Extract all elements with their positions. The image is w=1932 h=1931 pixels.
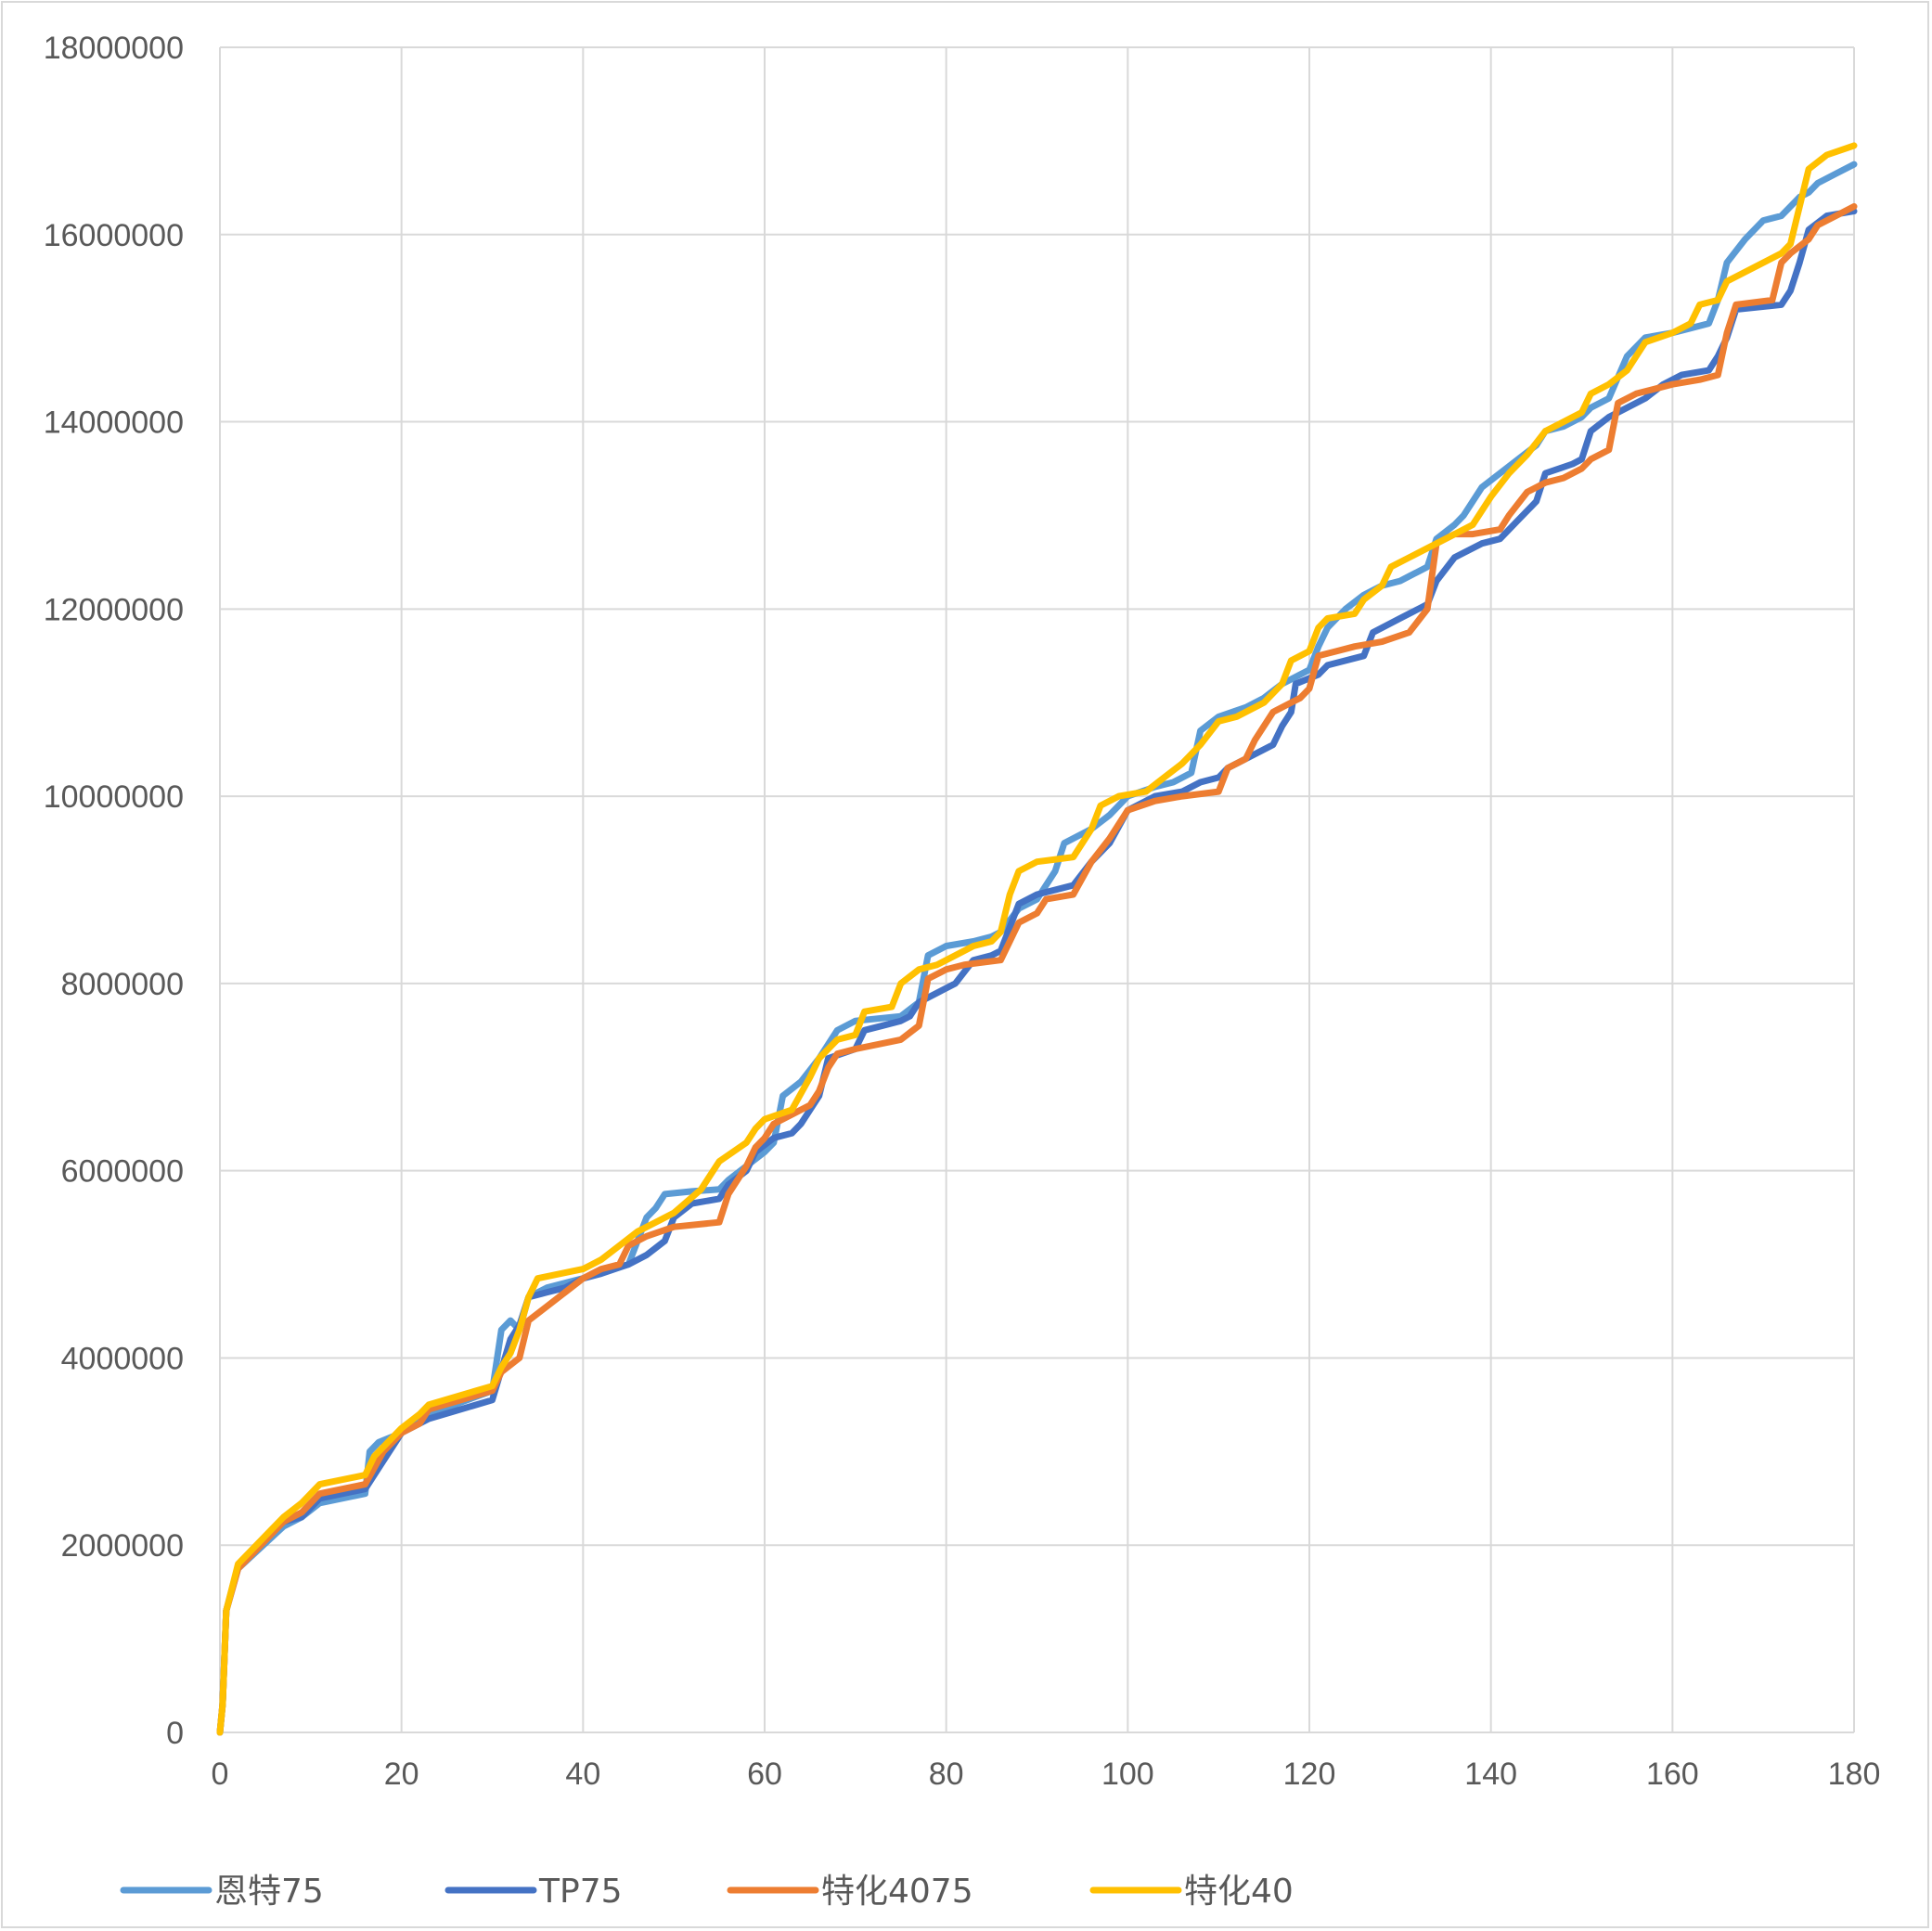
x-tick-label: 140: [1464, 1757, 1517, 1792]
x-tick-label: 160: [1646, 1757, 1699, 1792]
series-line-0: [216, 161, 1858, 1736]
series-lines: [216, 142, 1858, 1736]
series-line-2: [216, 203, 1858, 1736]
legend-label: 恩特75: [214, 1873, 324, 1911]
legend-label: TP75: [538, 1873, 623, 1911]
legend-item-0: 恩特75: [120, 1873, 324, 1911]
x-tick-label: 40: [565, 1757, 600, 1792]
x-tick-label: 120: [1283, 1757, 1336, 1792]
legend-label: 特化4075: [821, 1873, 973, 1911]
x-tick-label: 20: [384, 1757, 419, 1792]
legend: 恩特75 TP75 特化4075 特化40: [120, 1873, 1294, 1911]
y-tick-label: 8000000: [61, 967, 184, 1002]
y-tick-label: 12000000: [44, 592, 184, 627]
series-line-3: [216, 142, 1858, 1736]
y-tick-label: 18000000: [44, 31, 184, 66]
x-tick-label: 0: [212, 1757, 229, 1792]
legend-item-3: 特化40: [1089, 1873, 1294, 1911]
y-tick-label: 16000000: [44, 218, 184, 253]
y-tick-label: 6000000: [61, 1154, 184, 1190]
legend-label: 特化40: [1184, 1873, 1294, 1911]
y-tick-label: 4000000: [61, 1341, 184, 1376]
y-tick-label: 14000000: [44, 406, 184, 441]
y-axis-tick-labels: 0 2000000 4000000 6000000 8000000 10000000 120…: [44, 31, 184, 1751]
legend-item-1: TP75: [444, 1873, 623, 1911]
y-tick-label: 0: [166, 1716, 184, 1751]
x-tick-label: 100: [1101, 1757, 1154, 1792]
x-tick-label: 60: [747, 1757, 782, 1792]
x-axis-tick-labels: 0 20 40 60 80 100 120 140 160 180: [212, 1757, 1881, 1792]
x-tick-label: 80: [929, 1757, 964, 1792]
legend-item-2: 特化4075: [727, 1873, 973, 1911]
y-tick-label: 2000000: [61, 1528, 184, 1564]
gridlines: [219, 46, 1855, 1733]
x-tick-label: 180: [1828, 1757, 1881, 1792]
y-tick-label: 10000000: [44, 779, 184, 815]
series-line-1: [216, 208, 1858, 1736]
